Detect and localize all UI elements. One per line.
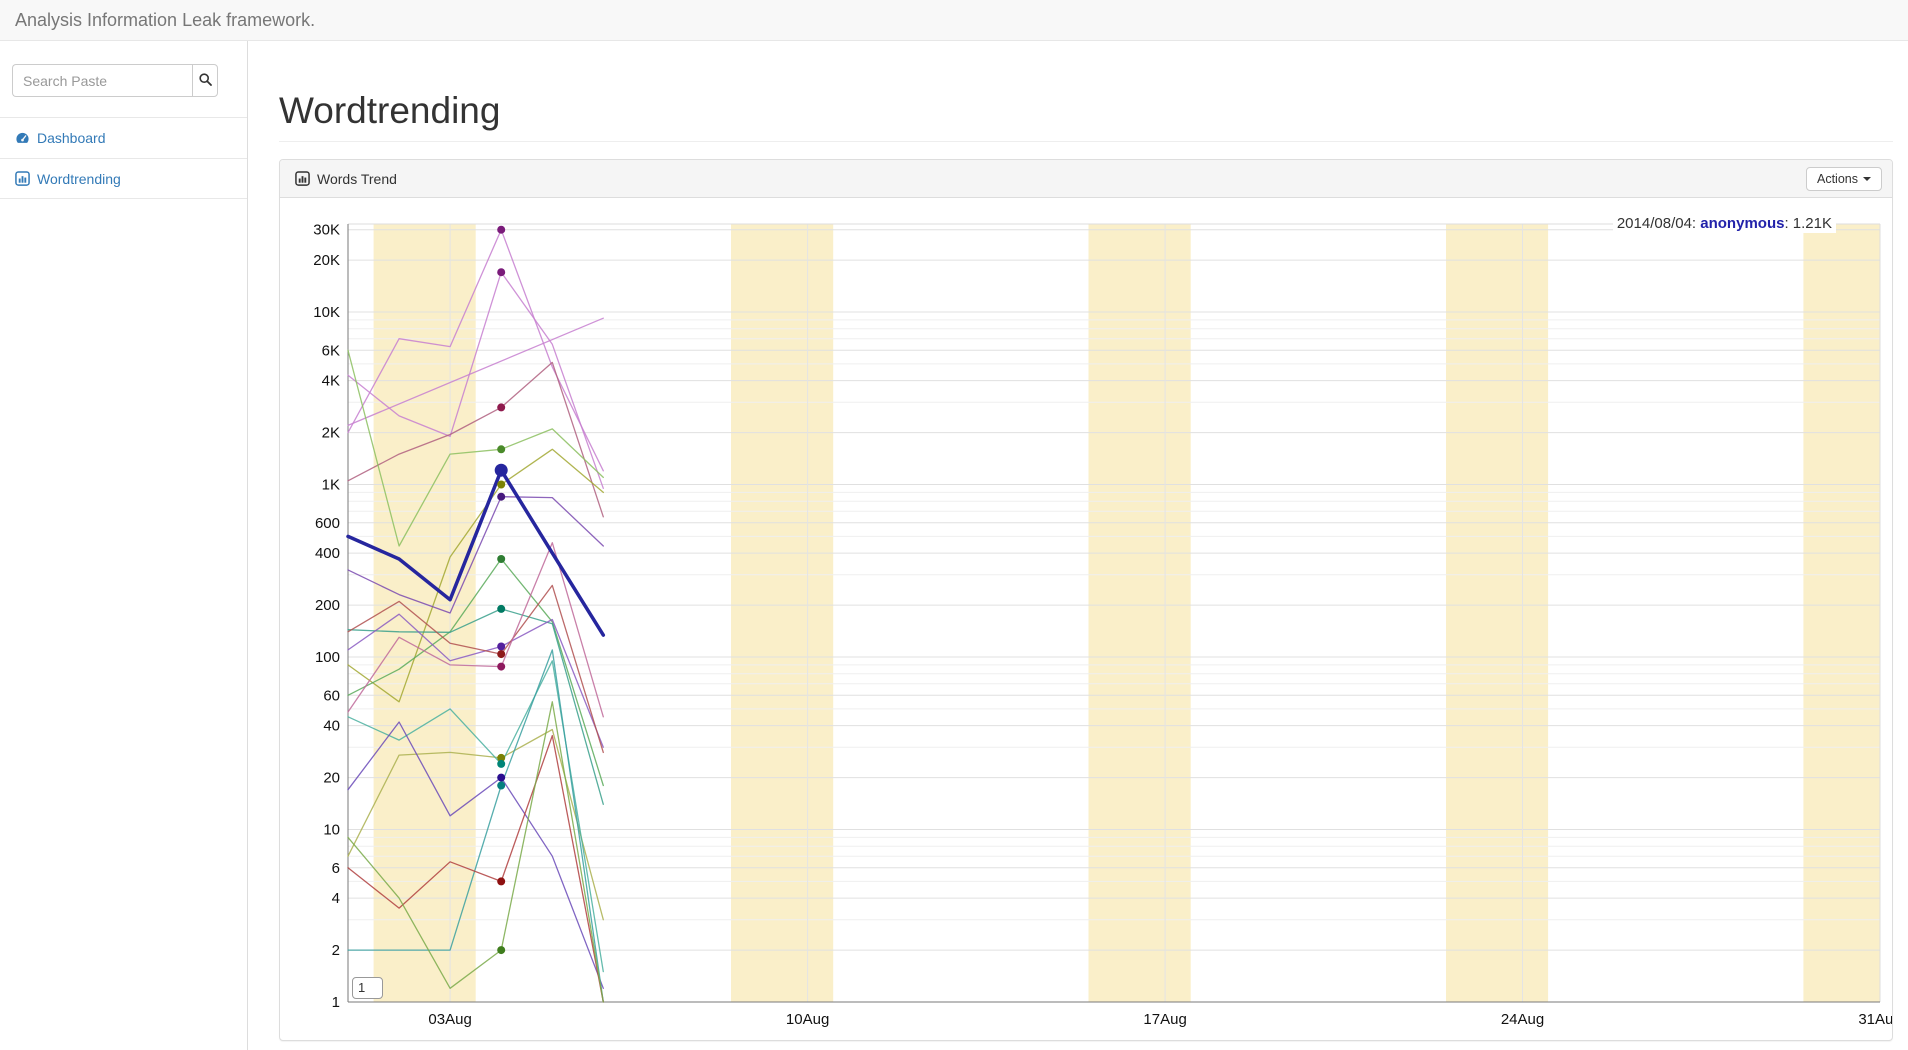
series-line[interactable]	[347, 271, 604, 489]
series-point[interactable]	[497, 781, 506, 790]
series-point[interactable]	[497, 480, 506, 489]
y-tick-label: 4	[332, 890, 340, 907]
weekend-band	[1446, 224, 1549, 1002]
actions-dropdown-button[interactable]: Actions	[1806, 166, 1882, 191]
sidebar-item-label: Wordtrending	[37, 170, 121, 187]
x-tick-label: 10Aug	[786, 1011, 829, 1028]
search-input[interactable]	[12, 64, 192, 97]
y-tick-label: 10K	[313, 304, 340, 321]
series-line[interactable]	[347, 361, 604, 518]
series-point[interactable]	[497, 650, 506, 659]
bar-chart-icon	[15, 171, 30, 186]
series-line[interactable]	[347, 613, 604, 748]
series-line[interactable]	[347, 496, 604, 614]
series-point[interactable]	[497, 753, 506, 762]
panel-title-text: Words Trend	[317, 170, 397, 187]
series-line[interactable]	[346, 468, 606, 637]
words-trend-panel: Words Trend Actions 1 2 4 6 10 20 40 60 100 200 40…	[279, 159, 1893, 1041]
sidebar-item-wordtrending[interactable]: Wordtrending	[0, 158, 247, 199]
series-line[interactable]	[347, 734, 604, 1003]
main-content: Wordtrending Words Trend Actions 1 2 4 6 10 2…	[248, 41, 1908, 1041]
series-point[interactable]	[497, 773, 506, 782]
y-tick-label: 4K	[322, 373, 340, 390]
weekend-band	[1088, 224, 1191, 1002]
series-point[interactable]	[497, 403, 506, 412]
y-tick-label: 2K	[322, 425, 340, 442]
series-line[interactable]	[347, 349, 604, 547]
dashboard-icon	[15, 131, 30, 146]
series-point[interactable]	[497, 946, 506, 955]
tooltip-date: 2014/08/04:	[1616, 215, 1701, 232]
series-point[interactable]	[497, 604, 506, 613]
x-tick-label: 24Aug	[1501, 1011, 1544, 1028]
panel-body: 1 2 4 6 10 20 40 60 100 200 400 600 1K 2K 4K 6K 10K 20K 30…	[280, 198, 1892, 1040]
sidebar-item-dashboard[interactable]: Dashboard	[0, 117, 247, 158]
series-point[interactable]	[497, 642, 506, 651]
series-line[interactable]	[347, 721, 604, 989]
y-tick-label: 20K	[313, 252, 340, 269]
page-title: Wordtrending	[279, 90, 501, 131]
series-point[interactable]	[497, 225, 506, 234]
x-tick-label: 31Aug	[1858, 1011, 1892, 1028]
y-tick-label: 1	[332, 994, 340, 1011]
page-header: Wordtrending	[279, 41, 1893, 142]
series-line[interactable]	[347, 448, 604, 703]
series-point[interactable]	[497, 445, 506, 454]
x-tick-label: 03Aug	[428, 1011, 471, 1028]
series-line[interactable]	[347, 728, 604, 921]
y-tick-label: 6K	[322, 342, 340, 359]
series-line[interactable]	[347, 701, 604, 1003]
series-point[interactable]	[497, 759, 506, 768]
y-tick-label: 1K	[322, 477, 340, 494]
search-button[interactable]	[192, 64, 218, 97]
y-tick-label: 20	[323, 770, 340, 787]
sidebar-item-label: Dashboard	[37, 130, 106, 146]
series-point[interactable]	[497, 555, 506, 563]
y-tick-label: 60	[323, 687, 340, 704]
y-tick-label: 400	[315, 545, 340, 562]
sidebar-nav: Dashboard Wordtrending	[0, 117, 247, 199]
x-tick-label: 17Aug	[1143, 1011, 1186, 1028]
tooltip-series: anonymous	[1700, 215, 1785, 232]
series-line[interactable]	[347, 542, 604, 718]
y-tick-label: 40	[323, 718, 340, 735]
y-tick-label: 100	[315, 649, 340, 666]
panel-heading: Words Trend Actions	[280, 160, 1892, 198]
series-line[interactable]	[347, 558, 604, 787]
chevron-down-icon	[1863, 176, 1871, 181]
series-line[interactable]	[347, 649, 604, 1003]
series-point[interactable]	[494, 463, 508, 477]
words-trend-chart[interactable]: 1 2 4 6 10 20 40 60 100 200 400 600 1K 2K 4K 6K 10K 20K 30…	[280, 198, 1892, 1040]
search-group	[12, 64, 218, 97]
panel-title: Words Trend	[295, 171, 397, 187]
search-icon	[198, 72, 212, 89]
sidebar: Dashboard Wordtrending	[0, 41, 248, 1050]
y-tick-label: 30K	[313, 222, 340, 239]
tooltip-value: : 1.21K	[1784, 215, 1832, 232]
series-point[interactable]	[497, 662, 506, 671]
actions-label: Actions	[1817, 171, 1858, 186]
series-line[interactable]	[347, 608, 604, 805]
weekend-band	[731, 224, 834, 1002]
axis-min-box[interactable]: 1	[352, 977, 383, 999]
series-point[interactable]	[497, 492, 506, 501]
y-tick-label: 10	[323, 822, 340, 839]
y-tick-label: 6	[332, 860, 340, 877]
series-line[interactable]	[347, 317, 604, 427]
weekend-band	[1803, 224, 1880, 1002]
series-point[interactable]	[497, 268, 506, 277]
series-line[interactable]	[347, 229, 604, 472]
y-tick-label: 2	[332, 942, 340, 959]
bar-chart-icon	[295, 171, 310, 186]
top-navbar: Analysis Information Leak framework.	[0, 0, 1908, 41]
series-line[interactable]	[347, 584, 604, 754]
series-point[interactable]	[497, 877, 506, 886]
chart-tooltip: 2014/08/04: anonymous: 1.21K	[1612, 214, 1836, 233]
y-tick-label: 600	[315, 515, 340, 532]
app-brand: Analysis Information Leak framework.	[15, 10, 316, 30]
y-tick-label: 200	[315, 597, 340, 614]
